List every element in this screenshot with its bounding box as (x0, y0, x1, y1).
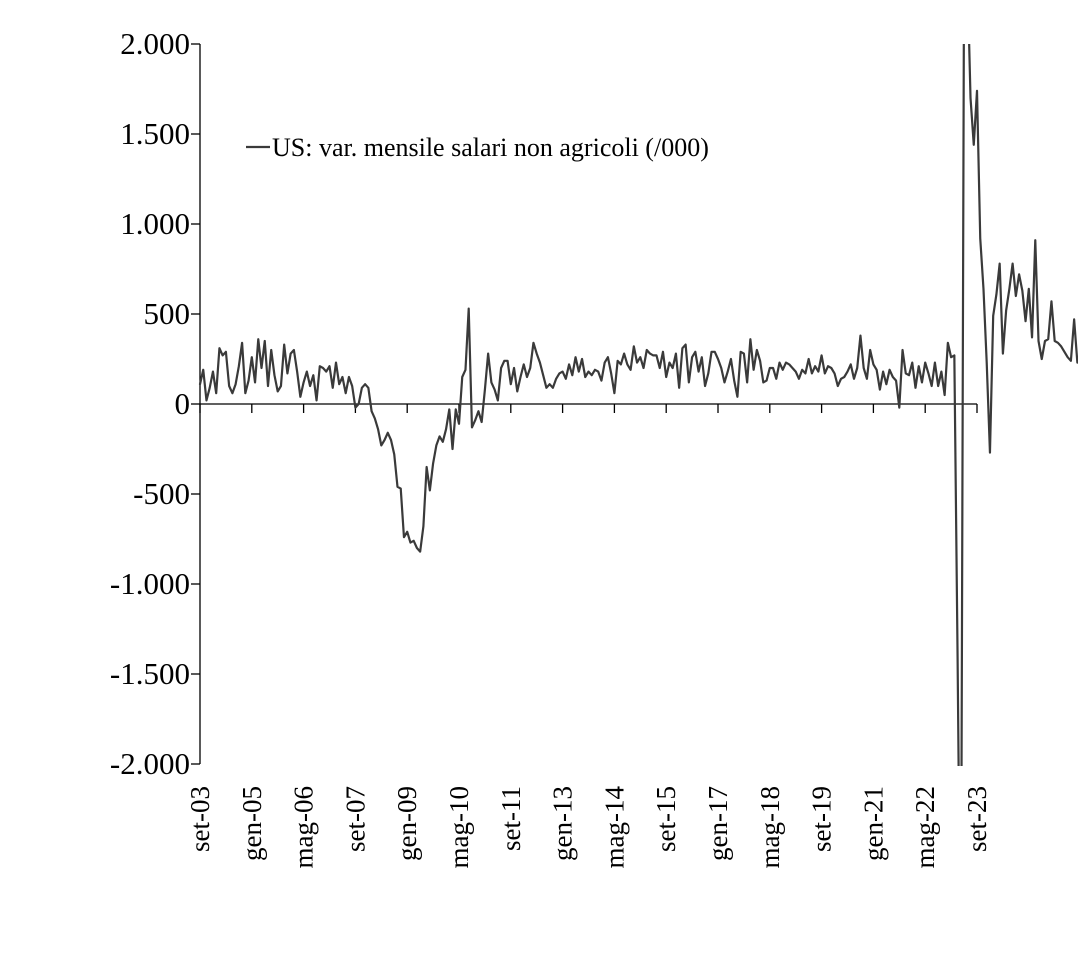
x-tick-label: gen-21 (858, 786, 888, 861)
x-tick-label: set-19 (807, 786, 837, 852)
y-tick-label: 1.000 (120, 206, 190, 241)
x-tick-label: set-15 (651, 786, 681, 852)
y-tick-label: 1.500 (120, 116, 190, 151)
x-tick-label: set-07 (340, 786, 370, 852)
x-tick-label: mag-06 (289, 786, 319, 868)
x-tick-label: gen-17 (703, 786, 733, 861)
x-tick-label: mag-18 (755, 786, 785, 868)
y-tick-label: -1.500 (110, 656, 190, 691)
y-tick-label: -500 (133, 476, 190, 511)
x-tick-label: gen-05 (237, 786, 267, 861)
y-axis: 2.000 1.500 1.000 500 0 -500 -1.000 -1.500 -2.00… (110, 26, 201, 781)
x-tick-label: mag-22 (910, 786, 940, 868)
x-tick-label: gen-13 (548, 786, 578, 861)
x-tick-label: set-11 (496, 786, 526, 851)
x-tick-label: set-23 (962, 786, 992, 852)
series-layer (198, 44, 1078, 766)
y-tick-label: -2.000 (110, 746, 190, 781)
legend-label: US: var. mensile salari non agricoli (/0… (272, 133, 709, 162)
y-tick-label: 2.000 (120, 26, 190, 61)
y-tick-label: -1.000 (110, 566, 190, 601)
x-tick-label: gen-09 (392, 786, 422, 861)
y-tick-label: 0 (175, 386, 191, 421)
x-tick-label: set-03 (185, 786, 215, 852)
x-tick-label: mag-10 (444, 786, 474, 868)
y-tick-label: 500 (144, 296, 191, 331)
legend: US: var. mensile salari non agricoli (/0… (246, 133, 709, 162)
x-axis: set-03 gen-05 mag-06 set-07 gen-09 mag-10 set-… (185, 403, 992, 869)
x-tick-label: mag-14 (599, 786, 629, 869)
series-line (198, 44, 1078, 766)
